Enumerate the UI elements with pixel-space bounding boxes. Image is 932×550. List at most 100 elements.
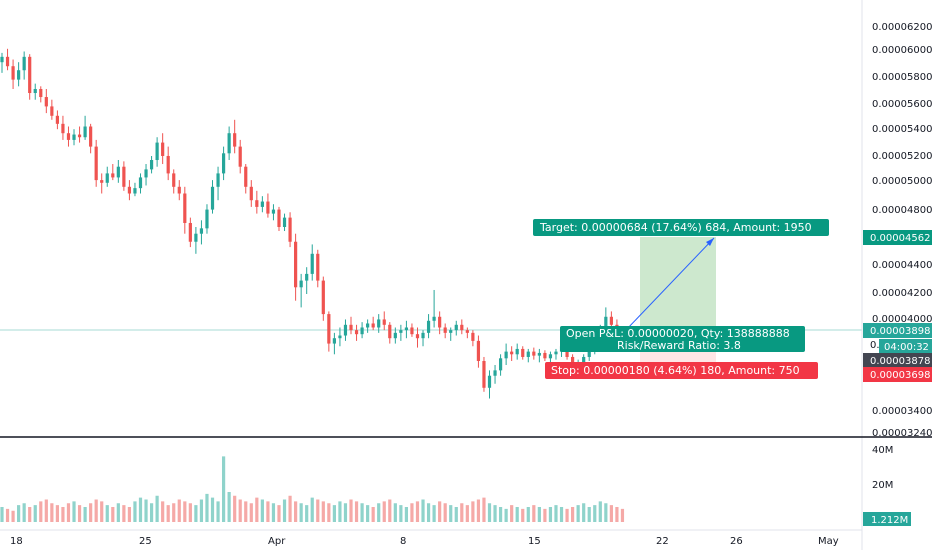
candle-body bbox=[482, 360, 486, 388]
candle-body bbox=[144, 169, 148, 178]
volume-bar bbox=[460, 503, 464, 522]
volume-bar bbox=[332, 505, 336, 522]
volume-bar bbox=[255, 497, 259, 522]
candle-body bbox=[382, 319, 386, 325]
candle-body bbox=[5, 56, 10, 67]
volume-bar bbox=[77, 505, 82, 522]
volume-bar bbox=[94, 499, 98, 522]
volume-bar bbox=[454, 507, 458, 522]
volume-bar bbox=[587, 507, 591, 522]
candle-body bbox=[116, 166, 120, 178]
volume-bar bbox=[233, 495, 237, 522]
price-tick-label: 0.00005000 bbox=[872, 176, 932, 187]
volume-bar bbox=[216, 501, 220, 522]
candle-body bbox=[432, 316, 436, 321]
volume-bar bbox=[343, 503, 348, 522]
candle-body bbox=[282, 217, 287, 227]
candle-body bbox=[343, 324, 348, 336]
candle-body bbox=[404, 327, 409, 331]
price-tick-label: 0.00004400 bbox=[872, 260, 932, 271]
candle-body bbox=[50, 106, 54, 116]
volume-bar bbox=[310, 497, 314, 522]
candle-body bbox=[415, 334, 420, 339]
volume-bar bbox=[183, 501, 187, 522]
volume-bar bbox=[55, 505, 59, 522]
volume-bar bbox=[133, 501, 137, 522]
candle-body bbox=[548, 354, 553, 359]
candle-body bbox=[310, 253, 314, 274]
candle-body bbox=[532, 351, 536, 356]
rr-text: Risk/Reward Ratio: 3.8 bbox=[617, 339, 741, 352]
volume-bar bbox=[598, 501, 602, 522]
candle-body bbox=[55, 115, 59, 124]
candle-body bbox=[94, 146, 98, 181]
date-tick: 18 bbox=[10, 536, 23, 547]
volume-bar bbox=[377, 503, 381, 522]
volume-bar bbox=[127, 507, 132, 522]
candle-body bbox=[155, 142, 159, 161]
volume-bar bbox=[476, 499, 481, 522]
volume-bar bbox=[210, 497, 215, 522]
volume-bar bbox=[354, 501, 359, 522]
volume-bars bbox=[0, 456, 625, 522]
volume-bar bbox=[532, 505, 536, 522]
candle-body bbox=[227, 133, 231, 154]
candle-body bbox=[161, 142, 165, 156]
candle-body bbox=[543, 352, 547, 359]
candle-body bbox=[587, 348, 591, 357]
volume-bar bbox=[493, 505, 497, 522]
candle-body bbox=[172, 173, 176, 187]
candle-body bbox=[349, 324, 353, 331]
volume-bar bbox=[338, 501, 342, 522]
last-volume-tag: 1.212M bbox=[871, 515, 908, 526]
volume-bar bbox=[221, 456, 226, 522]
volume-bar bbox=[515, 507, 519, 522]
volume-bar bbox=[5, 508, 10, 522]
candle-body bbox=[105, 173, 109, 183]
volume-bar bbox=[199, 499, 204, 522]
time-axis[interactable]: 18 25 Apr 8 15 22 26 May bbox=[10, 536, 839, 547]
volume-bar bbox=[266, 501, 270, 522]
stop-label[interactable]: Stop: 0.00000180 (4.64%) 180, Amount: 75… bbox=[545, 362, 818, 379]
candle-body bbox=[498, 358, 503, 371]
candle-body bbox=[321, 280, 325, 315]
candle-body bbox=[127, 186, 132, 194]
volume-bar bbox=[44, 499, 48, 522]
price-axis[interactable]: 0.00006200 0.00006000 0.00005800 0.00005600… bbox=[861, 0, 932, 550]
volume-bar bbox=[582, 503, 586, 522]
candle-body bbox=[138, 177, 143, 189]
candle-body bbox=[443, 327, 447, 333]
target-label[interactable]: Target: 0.00000684 (17.64%) 684, Amount:… bbox=[533, 219, 829, 236]
candle-body bbox=[393, 332, 397, 339]
candle-body bbox=[39, 88, 43, 98]
volume-bar bbox=[471, 501, 475, 522]
candle-body bbox=[11, 66, 15, 80]
volume-bar bbox=[177, 499, 181, 522]
volume-bar bbox=[205, 493, 209, 522]
volume-bar bbox=[349, 499, 353, 522]
volume-bar bbox=[609, 505, 613, 522]
volume-bar bbox=[498, 507, 503, 522]
volume-bar bbox=[543, 508, 547, 522]
volume-bar bbox=[0, 507, 4, 522]
volume-bar bbox=[188, 503, 192, 522]
volume-bar bbox=[66, 503, 71, 522]
candle-body bbox=[410, 327, 414, 335]
candle-body bbox=[244, 166, 248, 187]
candle-body bbox=[205, 209, 209, 229]
volume-bar bbox=[72, 501, 76, 522]
candle-body bbox=[421, 332, 425, 339]
volume-bar bbox=[521, 508, 525, 522]
volume-bar bbox=[282, 499, 287, 522]
date-tick: 26 bbox=[730, 536, 743, 547]
volume-bar bbox=[227, 492, 231, 522]
date-tick: 22 bbox=[656, 536, 669, 547]
volume-bar bbox=[288, 495, 292, 522]
open-pl-label[interactable]: Open P&L: 0.00000020, Qty: 138888888 Ris… bbox=[560, 326, 805, 352]
candle-body bbox=[183, 193, 187, 223]
candle-body bbox=[316, 253, 320, 281]
price-tick-label: 0.00005600 bbox=[872, 99, 932, 110]
candle-body bbox=[233, 133, 237, 147]
volume-bar bbox=[449, 505, 453, 522]
